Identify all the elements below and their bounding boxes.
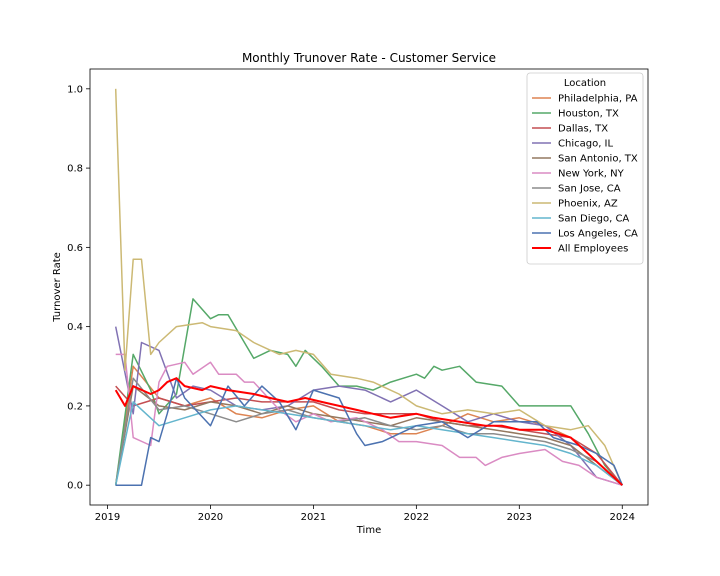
x-tick-label: 2023 <box>507 512 532 523</box>
legend-label-phoenix-az: Phoenix, AZ <box>558 199 618 210</box>
x-tick-label: 2021 <box>301 512 326 523</box>
x-tick-label: 2020 <box>198 512 223 523</box>
legend-title: Location <box>564 78 606 89</box>
legend-label-chicago-il: Chicago, IL <box>558 139 613 150</box>
legend-label-san-diego-ca: San Diego, CA <box>558 214 629 225</box>
y-axis-label: Turnover Rate <box>52 252 63 323</box>
x-tick-label: 2022 <box>404 512 429 523</box>
series-line-houston-tx <box>114 298 623 486</box>
y-tick-label: 0.4 <box>67 322 83 333</box>
y-tick-label: 1.0 <box>67 84 83 95</box>
x-axis: 2019 2020 2021 2022 2023 2024 <box>95 505 635 523</box>
series-line-los-angeles-ca <box>115 377 623 486</box>
series-line-phoenix-az <box>114 88 623 486</box>
x-axis-label: Time <box>356 525 381 536</box>
legend-label-los-angeles-ca: Los Angeles, CA <box>558 229 638 240</box>
chart-title: Monthly Trunover Rate - Customer Service <box>242 51 496 65</box>
y-tick-label: 0.2 <box>67 401 83 412</box>
legend-label-new-york-ny: New York, NY <box>558 169 625 180</box>
x-tick-label: 2019 <box>95 512 120 523</box>
y-tick-label: 0.6 <box>67 243 83 254</box>
series-layer <box>114 88 623 486</box>
series-line-new-york-ny <box>115 353 623 486</box>
legend: Location Philadelphia, PA Houston, TX Dall… <box>526 72 644 265</box>
legend-label-houston-tx: Houston, TX <box>558 109 619 120</box>
y-tick-label: 0.8 <box>67 164 83 175</box>
series-line-san-diego-ca <box>114 401 623 486</box>
legend-label-all-employees: All Employees <box>558 244 628 255</box>
x-tick-label: 2024 <box>610 512 635 523</box>
legend-box <box>526 72 644 265</box>
series-line-dallas-tx <box>115 385 623 486</box>
y-axis: 0.0 0.2 0.4 0.6 0.8 1.0 <box>67 84 90 492</box>
legend-label-philadelphia-pa: Philadelphia, PA <box>558 94 638 105</box>
legend-label-dallas-tx: Dallas, TX <box>558 124 608 135</box>
legend-items: Philadelphia, PA Houston, TX Dallas, TX Chi… <box>532 94 638 255</box>
legend-label-san-antonio-tx: San Antonio, TX <box>558 154 638 165</box>
plot-frame <box>89 68 649 506</box>
series-line-san-jose-ca <box>114 377 623 486</box>
y-tick-label: 0.0 <box>67 481 83 492</box>
legend-label-san-jose-ca: San Jose, CA <box>558 184 621 195</box>
series-line-all-employees <box>114 377 623 486</box>
series-line-chicago-il <box>114 326 623 486</box>
